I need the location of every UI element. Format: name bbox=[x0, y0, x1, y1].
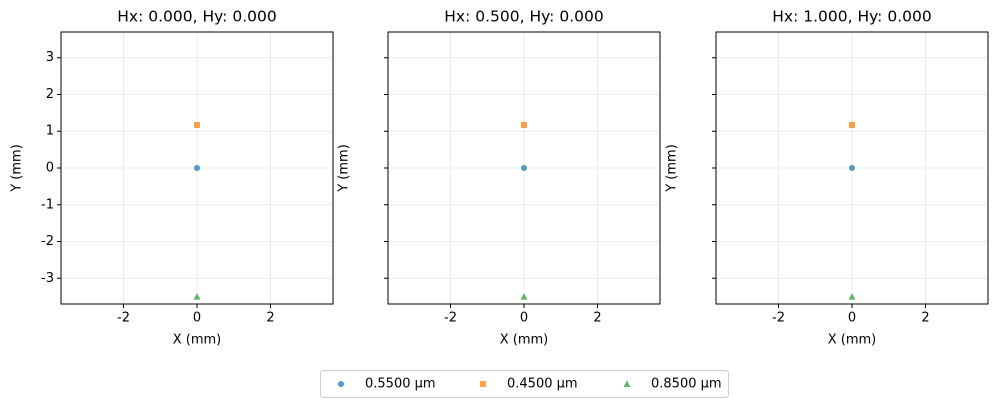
axes-frame bbox=[387, 31, 661, 305]
x-axis-label: X (mm) bbox=[173, 333, 222, 348]
chart-title: Hx: 0.000, Hy: 0.000 bbox=[117, 8, 276, 26]
marker-square bbox=[849, 121, 855, 128]
x-tick-label: -2 bbox=[772, 311, 785, 326]
y-tick-label: 0 bbox=[46, 161, 54, 176]
x-tick-label: -2 bbox=[444, 311, 457, 326]
legend-label: 0.8500 µm bbox=[651, 377, 722, 392]
chart-title: Hx: 1.000, Hy: 0.000 bbox=[772, 8, 931, 26]
chart-title: Hx: 0.500, Hy: 0.000 bbox=[444, 8, 603, 26]
legend-label: 0.5500 µm bbox=[365, 377, 436, 392]
legend-marker bbox=[623, 380, 631, 387]
marker-circle bbox=[521, 165, 527, 171]
marker-triangle bbox=[848, 293, 856, 300]
axes-frame bbox=[715, 31, 989, 305]
y-tick-label: -3 bbox=[41, 271, 54, 286]
x-tick-label: 0 bbox=[848, 311, 856, 326]
x-tick-label: -2 bbox=[117, 311, 130, 326]
legend-label: 0.4500 µm bbox=[507, 377, 578, 392]
y-tick-label: 2 bbox=[46, 87, 54, 102]
x-tick-label: 0 bbox=[520, 311, 528, 326]
legend-marker bbox=[480, 381, 486, 387]
x-axis-label: X (mm) bbox=[500, 333, 549, 348]
legend-marker bbox=[338, 381, 344, 387]
x-axis-label: X (mm) bbox=[828, 333, 877, 348]
y-tick-label: -1 bbox=[41, 197, 54, 212]
x-tick-label: 0 bbox=[193, 311, 201, 326]
marker-circle bbox=[849, 165, 855, 171]
legend-frame bbox=[320, 370, 729, 398]
marker-square bbox=[521, 121, 527, 128]
axes-frame bbox=[60, 31, 334, 305]
marker-square bbox=[194, 121, 200, 128]
x-tick-label: 2 bbox=[593, 311, 601, 326]
y-axis-label: Y (mm) bbox=[665, 144, 680, 193]
marker-triangle bbox=[193, 293, 201, 300]
marker-circle bbox=[194, 165, 200, 171]
x-tick-label: 2 bbox=[266, 311, 274, 326]
marker-triangle bbox=[520, 293, 528, 300]
x-tick-label: 2 bbox=[921, 311, 929, 326]
y-tick-label: 1 bbox=[46, 124, 54, 139]
y-axis-label: Y (mm) bbox=[337, 144, 352, 193]
y-tick-label: -2 bbox=[41, 234, 54, 249]
y-axis-label: Y (mm) bbox=[10, 144, 25, 193]
y-tick-label: 3 bbox=[46, 50, 54, 65]
